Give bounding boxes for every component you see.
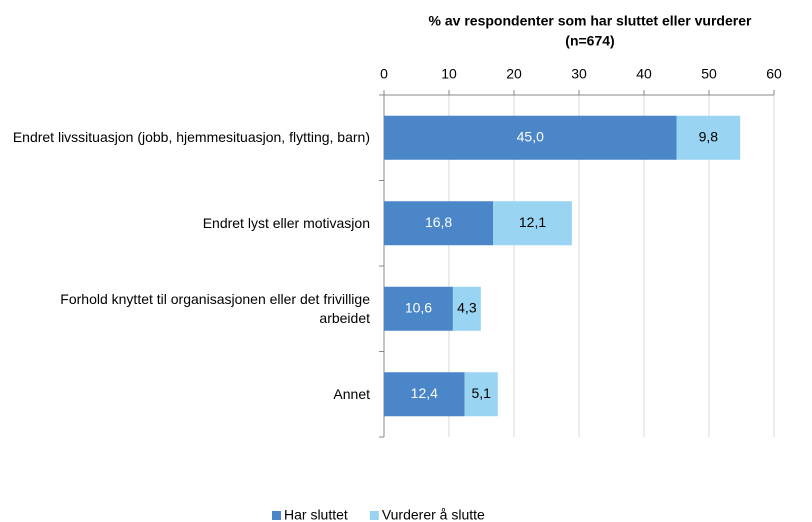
chart-title: % av respondenter som har sluttet eller … [429, 13, 752, 29]
legend-swatch [369, 511, 379, 520]
bar-segment [384, 372, 465, 417]
x-tick-label: 50 [701, 66, 717, 82]
bar-segment [493, 201, 572, 246]
bar-segment [464, 372, 498, 417]
x-tick-label: 60 [766, 66, 782, 82]
bar-segment [676, 115, 741, 160]
value-label: 5,1 [471, 385, 491, 401]
legend-label: Vurderer å slutte [382, 507, 485, 522]
x-tick-label: 40 [636, 66, 652, 82]
bar-segment [384, 286, 453, 331]
value-label: 12,1 [519, 214, 546, 230]
category-label: Endret livssituasjon (jobb, hjemmesituas… [12, 129, 370, 146]
category-label: Endret lyst eller motivasjon [202, 214, 370, 231]
legend-swatch [272, 511, 281, 520]
category-label: Forhold knyttet til organisasjonen eller… [60, 290, 370, 326]
x-tick-label: 10 [441, 66, 457, 82]
value-label: 10,6 [405, 299, 432, 315]
category-label: Annet [333, 385, 370, 402]
x-tick-label: 0 [380, 66, 388, 82]
bar-segment [452, 286, 481, 331]
value-label: 16,8 [425, 214, 452, 230]
bar-segment [384, 115, 677, 160]
x-tick-label: 30 [571, 66, 587, 82]
value-label: 12,4 [411, 385, 438, 401]
value-label: 4,3 [457, 299, 477, 315]
chart-title: (n=674) [565, 33, 614, 49]
x-tick-label: 20 [506, 66, 522, 82]
value-label: 45,0 [517, 128, 544, 144]
value-label: 9,8 [699, 128, 719, 144]
bar-segment [384, 201, 494, 246]
legend-label: Har sluttet [284, 507, 348, 522]
